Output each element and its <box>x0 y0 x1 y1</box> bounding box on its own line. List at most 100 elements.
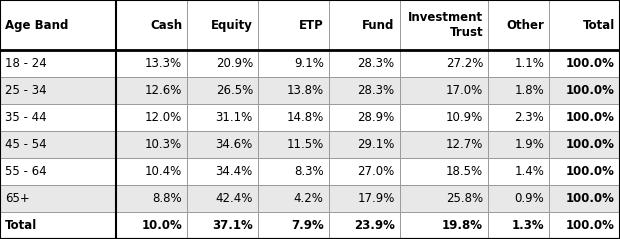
Bar <box>488 158 549 185</box>
Bar <box>549 131 620 158</box>
Bar <box>488 212 549 239</box>
Text: 28.9%: 28.9% <box>357 111 394 124</box>
Text: Other: Other <box>507 19 544 32</box>
Bar <box>187 131 258 158</box>
Bar <box>116 104 187 131</box>
Text: 100.0%: 100.0% <box>566 219 615 232</box>
Text: Cash: Cash <box>150 19 182 32</box>
Bar <box>187 0 258 50</box>
Text: 2.3%: 2.3% <box>515 111 544 124</box>
Text: 100.0%: 100.0% <box>566 84 615 97</box>
Bar <box>116 50 187 77</box>
Text: 100.0%: 100.0% <box>566 138 615 151</box>
Bar <box>549 77 620 104</box>
Text: 1.9%: 1.9% <box>515 138 544 151</box>
Bar <box>399 185 488 212</box>
Text: Investment
Trust: Investment Trust <box>408 11 483 39</box>
Text: 100.0%: 100.0% <box>566 165 615 178</box>
Bar <box>0 77 116 104</box>
Text: 17.9%: 17.9% <box>357 192 394 205</box>
Bar <box>116 158 187 185</box>
Text: 65+: 65+ <box>5 192 30 205</box>
Text: 34.6%: 34.6% <box>216 138 253 151</box>
Bar <box>187 50 258 77</box>
Bar <box>116 212 187 239</box>
Text: 10.4%: 10.4% <box>145 165 182 178</box>
Bar <box>0 185 116 212</box>
Text: 1.8%: 1.8% <box>515 84 544 97</box>
Text: 14.8%: 14.8% <box>286 111 324 124</box>
Text: 28.3%: 28.3% <box>358 57 394 70</box>
Text: 23.9%: 23.9% <box>354 219 394 232</box>
Text: 28.3%: 28.3% <box>358 84 394 97</box>
Text: Total: Total <box>583 19 615 32</box>
Text: 100.0%: 100.0% <box>566 111 615 124</box>
Bar <box>116 131 187 158</box>
Text: 12.6%: 12.6% <box>144 84 182 97</box>
Text: 7.9%: 7.9% <box>291 219 324 232</box>
Bar <box>329 104 399 131</box>
Bar <box>0 212 116 239</box>
Text: 27.2%: 27.2% <box>446 57 483 70</box>
Text: 13.8%: 13.8% <box>286 84 324 97</box>
Text: 1.1%: 1.1% <box>515 57 544 70</box>
Text: 31.1%: 31.1% <box>216 111 253 124</box>
Bar <box>258 212 329 239</box>
Text: 34.4%: 34.4% <box>216 165 253 178</box>
Bar <box>258 77 329 104</box>
Text: 4.2%: 4.2% <box>294 192 324 205</box>
Text: 11.5%: 11.5% <box>286 138 324 151</box>
Bar <box>258 185 329 212</box>
Text: 19.8%: 19.8% <box>442 219 483 232</box>
Text: 1.3%: 1.3% <box>512 219 544 232</box>
Bar <box>549 104 620 131</box>
Text: Equity: Equity <box>211 19 253 32</box>
Text: 1.4%: 1.4% <box>515 165 544 178</box>
Bar <box>329 77 399 104</box>
Bar <box>0 131 116 158</box>
Text: Fund: Fund <box>362 19 394 32</box>
Bar <box>488 131 549 158</box>
Bar <box>187 77 258 104</box>
Bar <box>488 50 549 77</box>
Text: 12.7%: 12.7% <box>446 138 483 151</box>
Bar <box>549 185 620 212</box>
Bar <box>399 158 488 185</box>
Bar <box>258 104 329 131</box>
Bar <box>399 77 488 104</box>
Bar <box>0 104 116 131</box>
Bar <box>399 0 488 50</box>
Bar <box>187 185 258 212</box>
Bar <box>187 212 258 239</box>
Bar <box>187 104 258 131</box>
Text: 20.9%: 20.9% <box>216 57 253 70</box>
Bar <box>399 50 488 77</box>
Text: 13.3%: 13.3% <box>145 57 182 70</box>
Bar <box>549 158 620 185</box>
Bar <box>329 0 399 50</box>
Text: Total: Total <box>5 219 37 232</box>
Text: 45 - 54: 45 - 54 <box>5 138 46 151</box>
Bar <box>329 185 399 212</box>
Bar <box>258 0 329 50</box>
Bar <box>0 50 116 77</box>
Bar <box>399 104 488 131</box>
Bar <box>0 158 116 185</box>
Bar <box>488 0 549 50</box>
Bar <box>488 104 549 131</box>
Text: 9.1%: 9.1% <box>294 57 324 70</box>
Bar <box>0 0 116 50</box>
Text: 55 - 64: 55 - 64 <box>5 165 46 178</box>
Bar <box>488 77 549 104</box>
Text: 17.0%: 17.0% <box>446 84 483 97</box>
Bar <box>549 212 620 239</box>
Text: 8.3%: 8.3% <box>294 165 324 178</box>
Text: 29.1%: 29.1% <box>357 138 394 151</box>
Bar <box>116 0 187 50</box>
Bar <box>329 50 399 77</box>
Text: 35 - 44: 35 - 44 <box>5 111 46 124</box>
Text: 26.5%: 26.5% <box>216 84 253 97</box>
Bar <box>116 77 187 104</box>
Bar <box>549 50 620 77</box>
Text: 25 - 34: 25 - 34 <box>5 84 46 97</box>
